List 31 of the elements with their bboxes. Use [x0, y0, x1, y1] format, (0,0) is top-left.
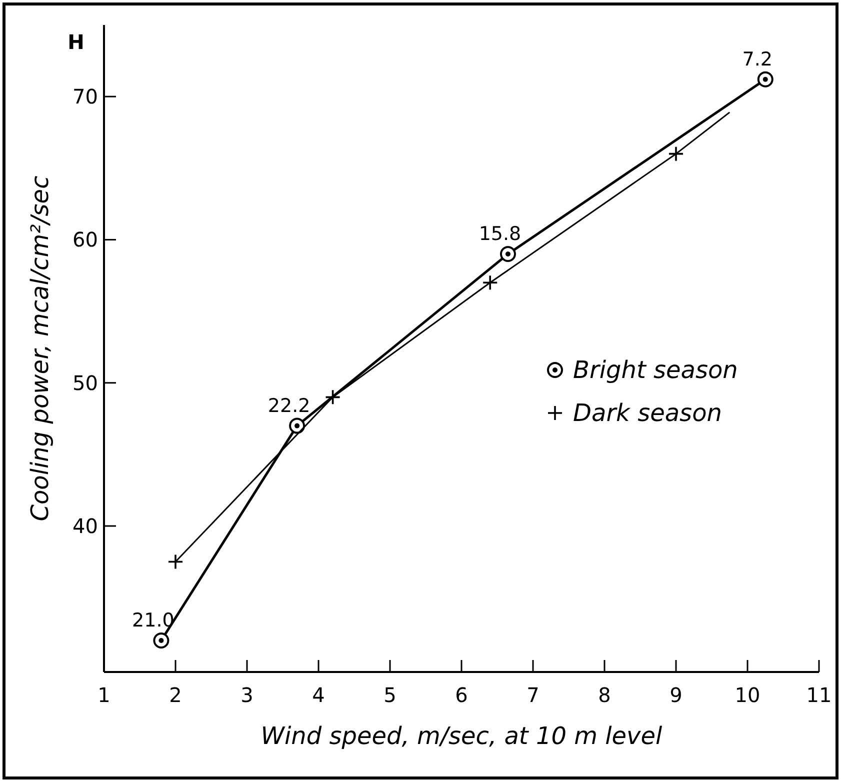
y-axis-title: Cooling power, mcal/cm²/sec [26, 176, 54, 522]
x-tick-label: 9 [670, 683, 682, 707]
text: H [68, 30, 84, 54]
point [289, 418, 306, 434]
point [500, 246, 516, 262]
x-tick-label: 6 [455, 683, 468, 707]
legend-label: Bright season [573, 356, 738, 384]
x-tick-label: 7 [526, 683, 540, 707]
point [153, 632, 170, 649]
point [482, 274, 498, 291]
x-tick-label: 2 [169, 683, 182, 707]
annotation: 7.2 [742, 48, 772, 70]
y-tick-label: 50 [72, 370, 98, 395]
point [324, 389, 341, 406]
annotation: 22.2 [268, 394, 310, 417]
x-tick-label: 4 [312, 683, 325, 707]
x-axis-title: Wind speed, m/sec, at 10 m level [260, 722, 663, 750]
x-tick-label: 8 [598, 683, 611, 707]
y-tick-label: 40 [72, 514, 98, 538]
x-tick-label: 11 [806, 683, 832, 707]
y-tick-label: 60 [72, 228, 98, 252]
x-tick-label: 5 [384, 683, 396, 707]
x-tick-label: 10 [734, 683, 760, 707]
annotation: 15.8 [478, 223, 522, 246]
point [168, 554, 184, 570]
x-tick-label: 3 [240, 683, 254, 707]
x-tick-label: 1 [98, 683, 110, 707]
y-tick-label: 70 [72, 84, 98, 109]
point [757, 71, 774, 88]
point [668, 146, 684, 162]
legend-label: Dark season [573, 399, 722, 427]
